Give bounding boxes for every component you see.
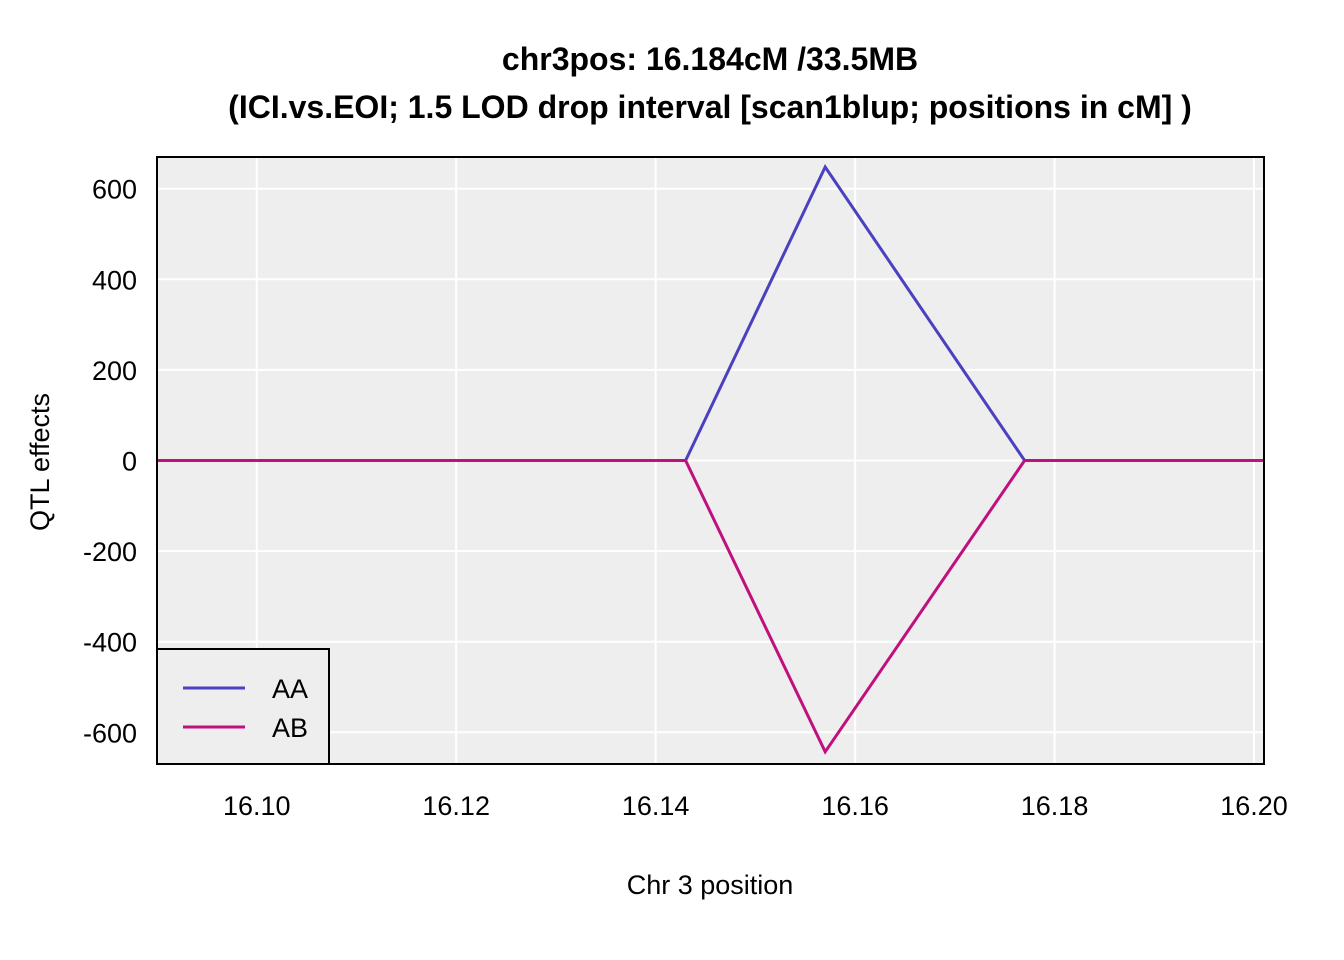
y-tick-label: 0 bbox=[122, 447, 137, 477]
legend-label-ab: AB bbox=[272, 713, 308, 743]
plot-frame bbox=[156, 156, 1265, 765]
x-axis-ticks: 16.10 16.12 16.14 16.16 16.18 16.20 bbox=[223, 791, 1288, 821]
x-tick-label: 16.14 bbox=[622, 791, 690, 821]
x-tick-label: 16.10 bbox=[223, 791, 291, 821]
y-tick-label: -200 bbox=[83, 537, 137, 567]
x-axis-label: Chr 3 position bbox=[627, 870, 794, 900]
y-axis-label: QTL effects bbox=[25, 393, 55, 531]
series-line-ab bbox=[157, 459, 1264, 755]
legend-box bbox=[156, 648, 330, 765]
chart-subtitle: (ICI.vs.EOI; 1.5 LOD drop interval [scan… bbox=[228, 89, 1192, 125]
legend: AA AB bbox=[156, 648, 330, 765]
x-tick-label: 16.16 bbox=[821, 791, 889, 821]
x-tick-label: 16.12 bbox=[422, 791, 490, 821]
legend-label-aa: AA bbox=[272, 674, 308, 704]
y-tick-label: -600 bbox=[83, 718, 137, 748]
x-tick-label: 16.20 bbox=[1220, 791, 1288, 821]
y-axis-ticks: 600 400 200 0 -200 -400 -600 bbox=[83, 175, 137, 749]
x-tick-label: 16.18 bbox=[1021, 791, 1089, 821]
chart-title: chr3pos: 16.184cM /33.5MB bbox=[502, 41, 918, 77]
series-lines bbox=[157, 163, 1264, 755]
y-tick-label: 400 bbox=[92, 265, 137, 295]
y-tick-label: 200 bbox=[92, 356, 137, 386]
y-tick-label: 600 bbox=[92, 175, 137, 205]
y-tick-label: -400 bbox=[83, 628, 137, 658]
